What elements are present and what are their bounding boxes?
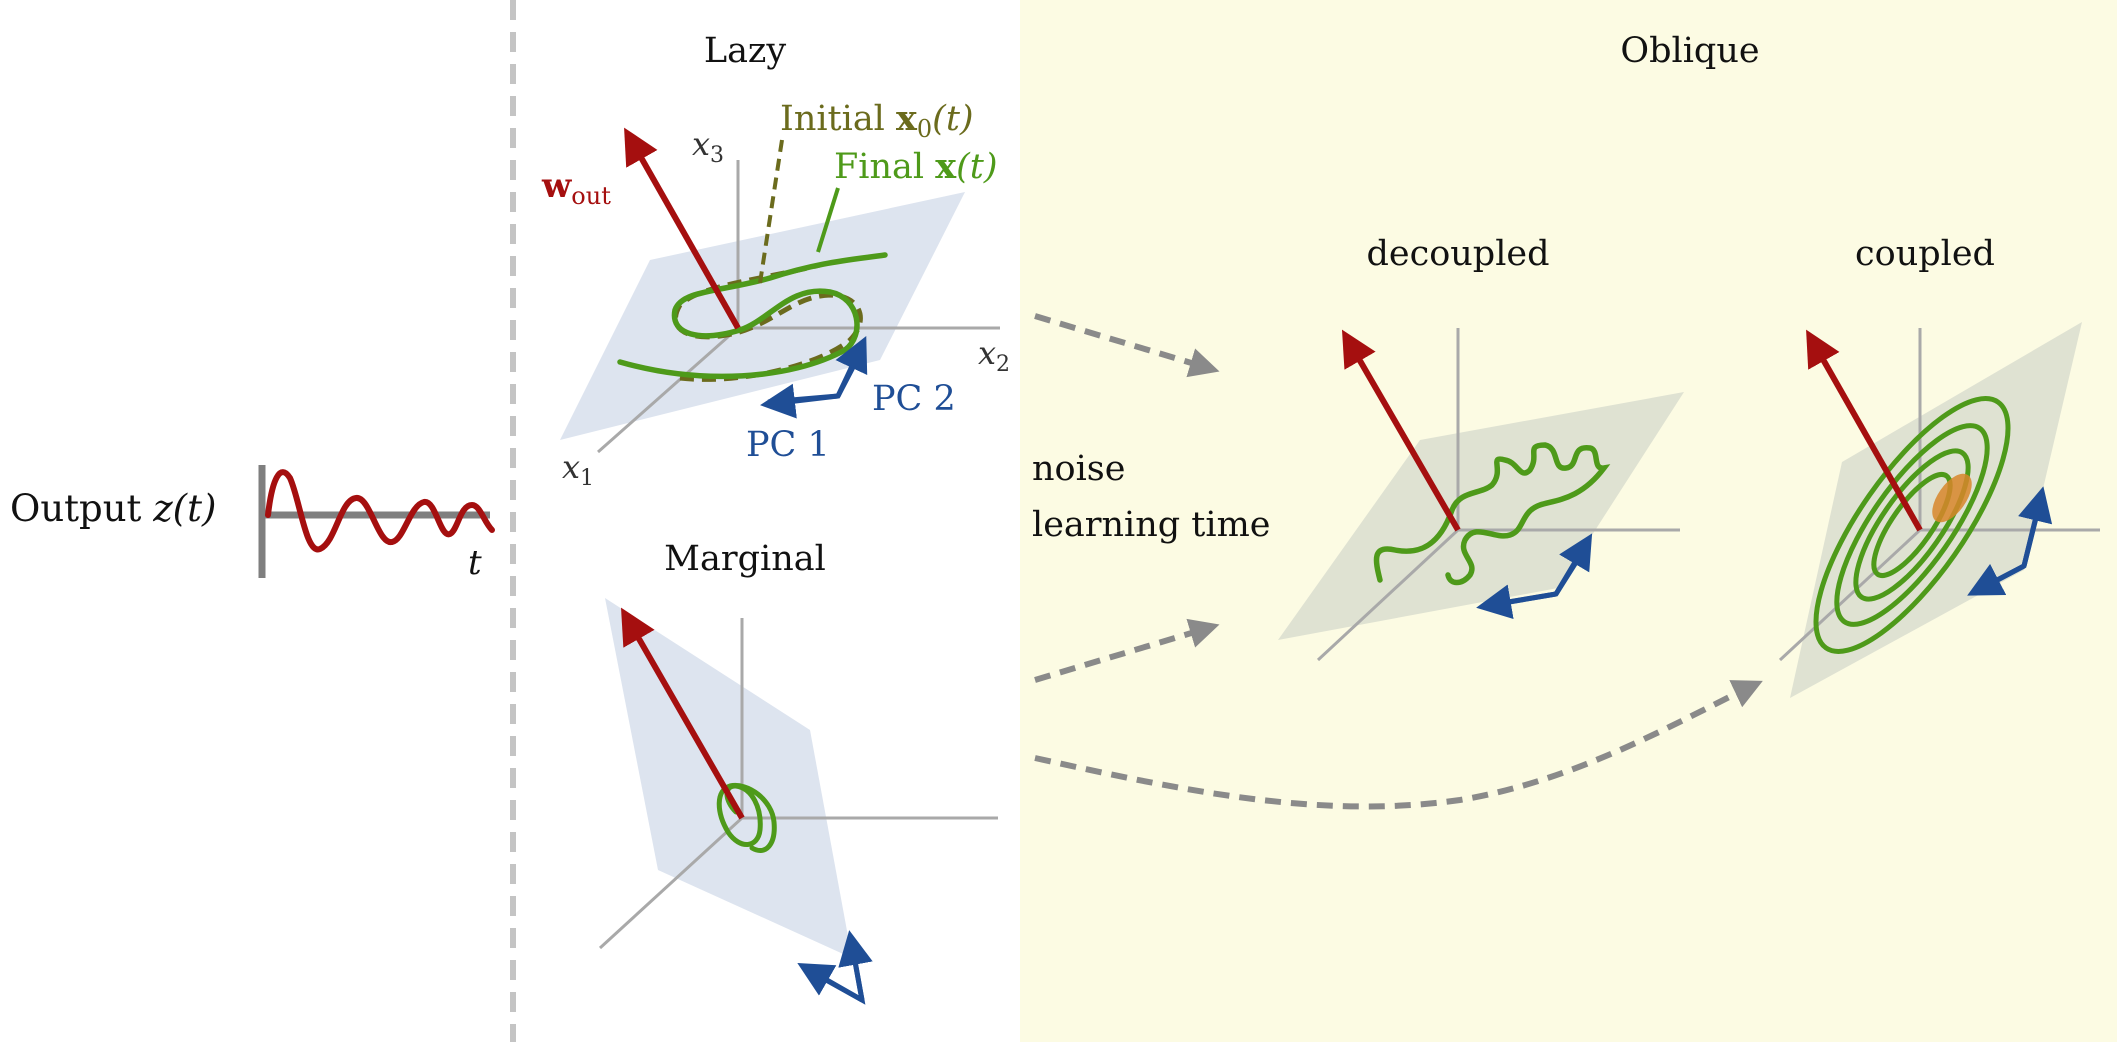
decoupled-title: decoupled [1366,234,1549,274]
lazy-axis-x1 [597,326,739,454]
flow-arrow-marginal-to-coupled [1034,680,1763,810]
marginal-axis-diagonal [598,816,744,950]
marginal-w-out-arrow [621,607,745,820]
lazy-pc2-arrow [835,335,868,398]
lazy-pc1-label: PC 1 [746,425,830,465]
middle-label-learning-time: learning time [1032,505,1270,545]
decoupled-w-out-arrow [1341,329,1461,532]
output-signal [265,469,495,553]
decoupled-trajectory [1373,442,1611,586]
oblique-title: Oblique [1620,31,1759,71]
flow-arrow-marginal-to-decoupled [1034,618,1220,683]
output-label: Output z(t) [10,487,216,530]
lazy-final-trajectory [617,252,888,380]
marginal-pc1-arrow [797,963,864,1003]
coupled-contour [1834,423,1990,627]
coupled-contours [1813,396,2011,654]
lazy-initial-leader [758,139,784,284]
lazy-panel: Lazy wout x3 x2 x1 Initial x0(t) Final x… [541,31,1010,491]
oblique-panel: Oblique decoupled coupled [1278,31,2100,698]
lazy-final-label: Final x(t) [834,146,997,187]
decoupled-panel: decoupled [1278,234,1684,662]
decoupled-axis-diagonal [1316,528,1460,662]
coupled-orange-blob [1932,473,1972,523]
lazy-x1-label: x1 [562,448,594,491]
decoupled-pc2-arrow [1553,533,1593,596]
coupled-w-out-arrow [1806,329,1923,532]
marginal-final-trajectory [716,782,777,853]
coupled-contour [1871,472,1953,578]
decoupled-pc1-arrow [1476,584,1557,620]
coupled-title: coupled [1855,234,1995,274]
marginal-plane [605,598,852,958]
lazy-initial-label: Initial x0(t) [780,98,974,143]
lazy-w-out-label: wout [541,166,611,210]
coupled-axis-diagonal [1778,528,1922,662]
coupled-pc2-arrow [2018,486,2053,567]
lazy-pc1-arrow [760,383,839,419]
flow-arrows: noise learning time [1032,313,1763,810]
coupled-pc1-arrow [1967,563,2026,596]
lazy-final-leader [816,187,840,253]
marginal-panel: Marginal [598,539,998,1005]
marginal-pc2-arrow [838,930,873,1001]
lazy-x2-label: x2 [978,334,1010,377]
flow-arrow-lazy-to-decoupled [1034,313,1220,378]
time-label: t [468,543,482,583]
coupled-contour [1813,396,2011,654]
lazy-w-out-arrow [624,127,741,330]
lazy-pc2-label: PC 2 [872,379,956,419]
coupled-contour [1853,448,1971,602]
output-panel: Output z(t) t [10,465,495,583]
lazy-x3-label: x3 [692,125,724,168]
lazy-title: Lazy [704,31,787,71]
coupled-panel: coupled [1778,234,2100,698]
middle-label-noise: noise [1032,449,1125,489]
marginal-title: Marginal [664,539,826,579]
